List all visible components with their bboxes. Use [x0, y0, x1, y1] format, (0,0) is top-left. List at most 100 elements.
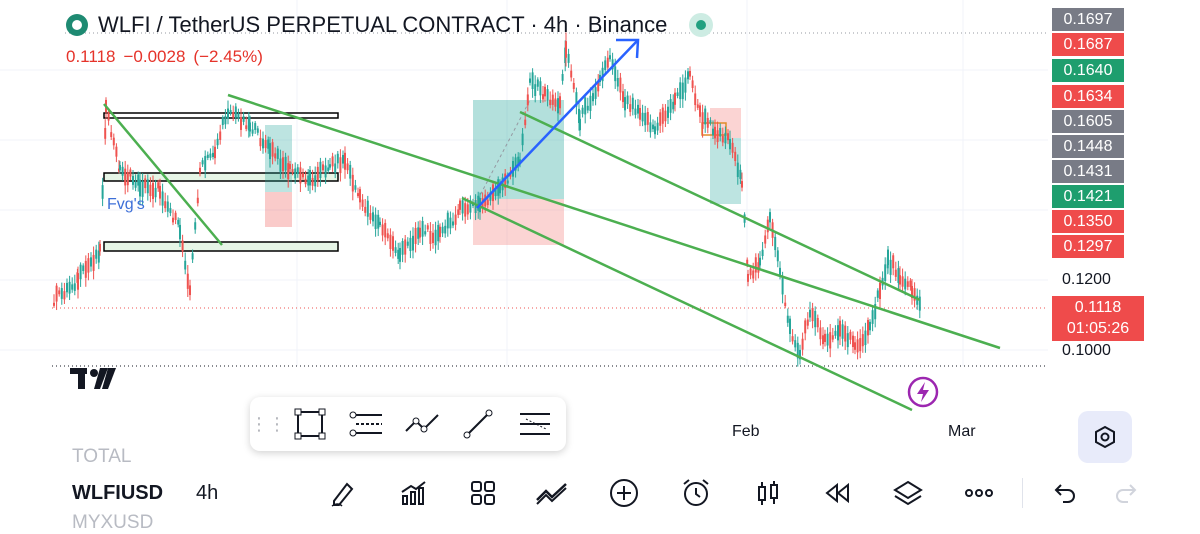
fib-extension-icon[interactable]	[506, 397, 562, 451]
candle	[701, 112, 704, 129]
candle	[861, 334, 864, 347]
candle	[134, 181, 137, 188]
compare-icon[interactable]	[534, 476, 570, 510]
candle	[526, 94, 529, 106]
undo-icon[interactable]	[1046, 476, 1082, 510]
candle	[829, 332, 832, 349]
candle	[876, 290, 879, 298]
candle	[781, 277, 784, 295]
candle	[674, 92, 676, 105]
candle	[854, 342, 856, 350]
market-status-icon[interactable]	[689, 13, 714, 37]
candle	[259, 137, 262, 147]
candle	[504, 173, 507, 189]
candle	[224, 116, 227, 125]
current-price-tag: 0.1118 01:05:26	[1052, 296, 1144, 341]
path-tool-icon[interactable]	[394, 397, 450, 451]
quick-action-icon[interactable]	[906, 375, 940, 409]
candle	[212, 152, 214, 157]
replay-icon[interactable]	[820, 476, 856, 510]
candle	[87, 258, 90, 273]
candle	[709, 120, 712, 124]
chart-title[interactable]: WLFI / TetherUS PERPETUAL CONTRACT · 4h …	[98, 12, 668, 37]
candle	[264, 140, 267, 149]
candle	[141, 180, 144, 197]
redo-icon[interactable]	[1112, 476, 1142, 510]
candle	[672, 101, 675, 110]
watchlist-next-symbol[interactable]: MYXUSD	[72, 512, 154, 533]
candle	[254, 123, 257, 130]
price-tag: 0.1448	[1052, 135, 1124, 158]
add-icon[interactable]	[606, 476, 642, 510]
trend-line-icon[interactable]	[450, 397, 506, 451]
alarm-icon[interactable]	[678, 476, 714, 510]
candle	[918, 296, 921, 311]
candle	[82, 265, 85, 271]
watchlist-prev-symbol[interactable]: TOTAL	[72, 446, 132, 467]
object-tree-button[interactable]	[1078, 411, 1132, 463]
pen-icon[interactable]	[325, 476, 361, 510]
fvg-zone-upper	[103, 112, 339, 119]
candle	[404, 239, 407, 255]
candle	[357, 193, 359, 197]
price-change-line: 0.1118 −0.0028 (−2.45%)	[66, 47, 271, 67]
candle	[267, 139, 270, 149]
candle	[84, 260, 87, 278]
fib-retracement-icon[interactable]	[338, 397, 394, 451]
candle	[157, 182, 160, 189]
candle	[774, 236, 777, 251]
candle	[887, 249, 889, 266]
candle	[631, 97, 634, 110]
candle	[329, 164, 331, 168]
candle	[419, 227, 421, 238]
candle	[221, 117, 224, 126]
timeframe-selector[interactable]: 4h	[196, 482, 219, 504]
candle	[377, 214, 380, 229]
candle	[469, 200, 472, 213]
candle	[801, 338, 804, 350]
candle	[906, 281, 909, 287]
candle	[90, 257, 92, 267]
long-position-target	[473, 100, 564, 199]
candle	[79, 264, 82, 280]
candle	[609, 55, 611, 60]
candle	[132, 176, 134, 185]
candle	[237, 113, 240, 119]
candle	[539, 81, 542, 96]
candle	[179, 224, 181, 240]
candle	[909, 280, 912, 287]
candle	[186, 273, 189, 289]
candle	[449, 217, 452, 229]
candle	[63, 291, 66, 300]
candle	[594, 87, 597, 99]
bottom-toolbar	[0, 466, 1200, 532]
candle	[897, 268, 900, 283]
rectangle-tool-icon[interactable]	[282, 397, 338, 451]
drag-handle-icon[interactable]: ⋮⋮	[250, 413, 286, 434]
more-icon[interactable]	[961, 476, 997, 510]
price-tag: 0.1640	[1052, 59, 1124, 82]
candle	[209, 153, 212, 158]
candle	[575, 92, 578, 107]
candle	[852, 335, 854, 348]
candle	[129, 169, 132, 177]
candle	[784, 302, 787, 307]
candle	[461, 200, 464, 214]
candle	[327, 167, 330, 172]
layers-icon[interactable]	[890, 476, 926, 510]
candle	[309, 169, 311, 186]
candle	[334, 163, 337, 173]
symbol-selector[interactable]: WLFIUSD	[72, 482, 164, 504]
candle	[247, 117, 250, 131]
candle	[584, 97, 587, 115]
candle	[557, 98, 559, 114]
long-position-stop	[473, 199, 564, 245]
candles-icon[interactable]	[750, 476, 786, 510]
hexagon-settings-icon	[1095, 425, 1115, 449]
indicators-icon[interactable]	[395, 476, 431, 510]
grid-icon[interactable]	[465, 476, 501, 510]
candle	[372, 212, 374, 222]
candle	[567, 53, 570, 63]
candle	[206, 154, 209, 158]
